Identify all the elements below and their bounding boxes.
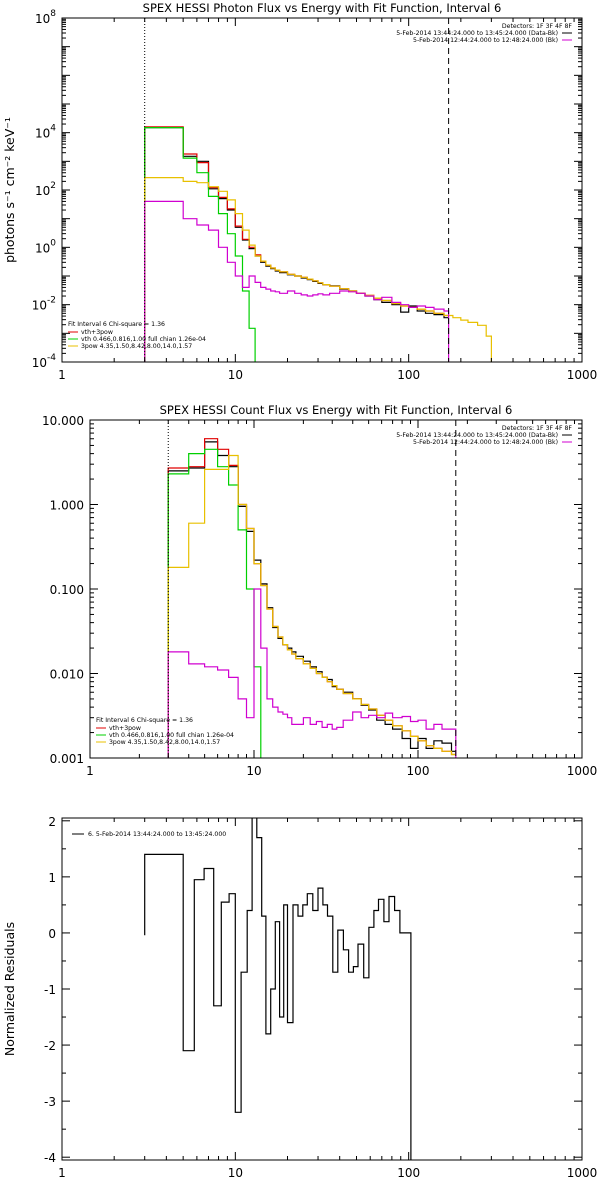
legend-entry: 6. 5-Feb-2014 13:44:24.000 to 13:45:24.0… xyxy=(88,831,226,838)
y-tick-label: 1 xyxy=(48,871,56,885)
detectors-label: Detectors: 1F 3F 4F 8F xyxy=(502,23,573,30)
y-tick-label: 10-4 xyxy=(32,353,57,370)
legend-entry: 5-Feb-2014 12:44:24.000 to 12:48:24.000 … xyxy=(413,439,558,446)
series-6-5-feb-2014-13-44-24-000-to-13-45-24-000 xyxy=(144,818,412,1160)
y-tick-label: 0.010 xyxy=(50,668,84,682)
y-axis-label: photons s⁻¹ cm⁻² keV⁻¹ xyxy=(2,117,17,263)
legend-entry: 5-Feb-2014 13:44:24.000 to 13:45:24.000 … xyxy=(396,432,558,439)
y-tick-label: 10-2 xyxy=(32,296,56,313)
series-vth-3pow xyxy=(167,438,456,758)
y-tick-label: -1 xyxy=(44,983,56,997)
legend-entry: vth 0.466,0.816,1.00 full chian 1.26e-04 xyxy=(109,732,234,739)
legend-top-right: Detectors: 1F 3F 4F 8F5-Feb-2014 13:44:2… xyxy=(396,23,572,44)
series-data-bk xyxy=(167,441,456,758)
y-tick-label: 102 xyxy=(35,181,56,198)
y-tick-label: 104 xyxy=(35,124,56,141)
legend-entry: 3pow 4.35,1.50,8.42,8.00,14.0,1.57 xyxy=(81,343,192,350)
plot-frame xyxy=(61,17,583,363)
legend-top-left: 6. 5-Feb-2014 13:44:24.000 to 13:45:24.0… xyxy=(72,831,226,838)
y-tick-label: -4 xyxy=(44,1151,56,1165)
y-tick-label: 1.000 xyxy=(50,499,84,513)
plot-frame xyxy=(61,817,583,1161)
plot-frame xyxy=(89,419,583,759)
series-vth xyxy=(144,127,256,362)
legend-bottom-left: Fit Interval 6 Chi-square = 1.36vth+3pow… xyxy=(96,717,234,746)
x-tick-label: 1000 xyxy=(567,368,598,382)
y-axis-label: Normalized Residuals xyxy=(2,922,17,1056)
series-data-bk xyxy=(144,127,449,362)
series-bk xyxy=(144,200,450,362)
legend-entry: vth+3pow xyxy=(81,329,113,336)
series-group xyxy=(144,126,492,362)
y-tick-label: 2 xyxy=(48,815,56,829)
x-tick-label: 1 xyxy=(58,1166,66,1180)
legend-entry: 5-Feb-2014 12:44:24.000 to 12:48:24.000 … xyxy=(413,37,558,44)
x-tick-label: 100 xyxy=(397,1166,420,1180)
y-tick-label: 0.100 xyxy=(50,583,84,597)
panel-title: SPEX HESSI Count Flux vs Energy with Fit… xyxy=(160,403,513,417)
x-tick-label: 100 xyxy=(397,368,420,382)
panel-2: SPEX HESSI Count Flux vs Energy with Fit… xyxy=(42,403,598,778)
x-tick-label: 1 xyxy=(58,368,66,382)
x-tick-label: 1000 xyxy=(567,1166,598,1180)
panel-1: SPEX HESSI Photon Flux vs Energy with Fi… xyxy=(2,1,598,382)
x-tick-label: 100 xyxy=(407,764,430,778)
legend-entry: 3pow 4.35,1.50,8.42,8.00,14.0,1.57 xyxy=(109,739,220,746)
legend-top-right: Detectors: 1F 3F 4F 8F5-Feb-2014 13:44:2… xyxy=(396,425,572,446)
fit-interval-label: Fit Interval 6 Chi-square = 1.36 xyxy=(68,321,165,328)
legend-entry: vth+3pow xyxy=(109,725,141,732)
series-group xyxy=(144,818,412,1160)
series-3pow xyxy=(144,177,492,362)
legend-entry: 5-Feb-2014 13:44:24.000 to 13:45:24.000 … xyxy=(396,30,558,37)
fit-interval-label: Fit Interval 6 Chi-square = 1.36 xyxy=(96,717,193,724)
x-tick-label: 1000 xyxy=(567,764,598,778)
x-tick-label: 1 xyxy=(86,764,94,778)
series-3pow xyxy=(167,454,456,758)
detectors-label: Detectors: 1F 3F 4F 8F xyxy=(502,425,573,432)
y-tick-label: -3 xyxy=(44,1095,56,1109)
panel-title: SPEX HESSI Photon Flux vs Energy with Fi… xyxy=(143,1,502,15)
x-tick-label: 10 xyxy=(228,368,243,382)
legend-entry: vth 0.466,0.816,1.00 full chian 1.26e-04 xyxy=(81,336,206,343)
series-bk xyxy=(167,588,457,758)
y-tick-label: 10.000 xyxy=(42,414,84,428)
x-tick-label: 10 xyxy=(228,1166,243,1180)
legend-bottom-left: Fit Interval 6 Chi-square = 1.36vth+3pow… xyxy=(68,321,206,350)
y-tick-label: 0 xyxy=(48,927,56,941)
y-tick-label: 108 xyxy=(35,9,56,26)
y-tick-label: 0.001 xyxy=(50,752,84,766)
series-group xyxy=(167,438,457,758)
x-tick-label: 10 xyxy=(246,764,261,778)
y-tick-label: -2 xyxy=(44,1039,56,1053)
y-tick-label: 100 xyxy=(35,238,56,255)
